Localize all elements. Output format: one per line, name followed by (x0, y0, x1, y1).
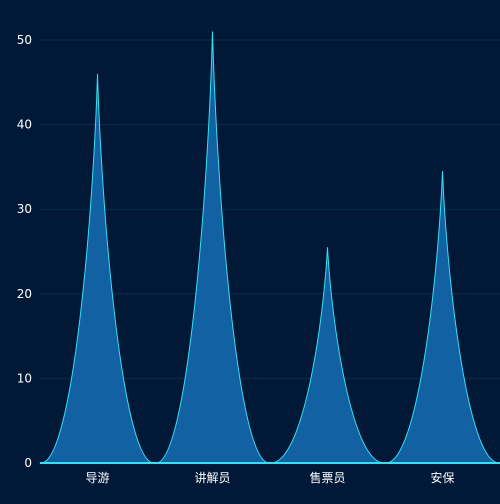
area-peak-2 (155, 31, 270, 464)
x-tick-label: 讲解员 (194, 470, 230, 485)
y-tick-label: 40 (17, 118, 32, 132)
y-tick-label: 0 (24, 456, 32, 470)
y-axis-tick-labels: 0 10 20 30 40 50 (17, 33, 32, 470)
x-tick-label: 导游 (85, 471, 109, 485)
area-series (40, 31, 500, 464)
y-tick-label: 10 (17, 371, 32, 385)
area-peak-1 (40, 73, 155, 464)
y-tick-label: 30 (17, 202, 32, 216)
y-tick-label: 20 (17, 287, 32, 301)
area-peak-4 (385, 171, 500, 464)
area-peak-3 (270, 247, 385, 464)
y-tick-label: 50 (17, 33, 32, 47)
x-tick-label: 安保 (430, 470, 454, 485)
x-axis-tick-labels: 导游 讲解员 售票员 安保 (85, 470, 454, 485)
x-tick-label: 售票员 (309, 470, 345, 485)
